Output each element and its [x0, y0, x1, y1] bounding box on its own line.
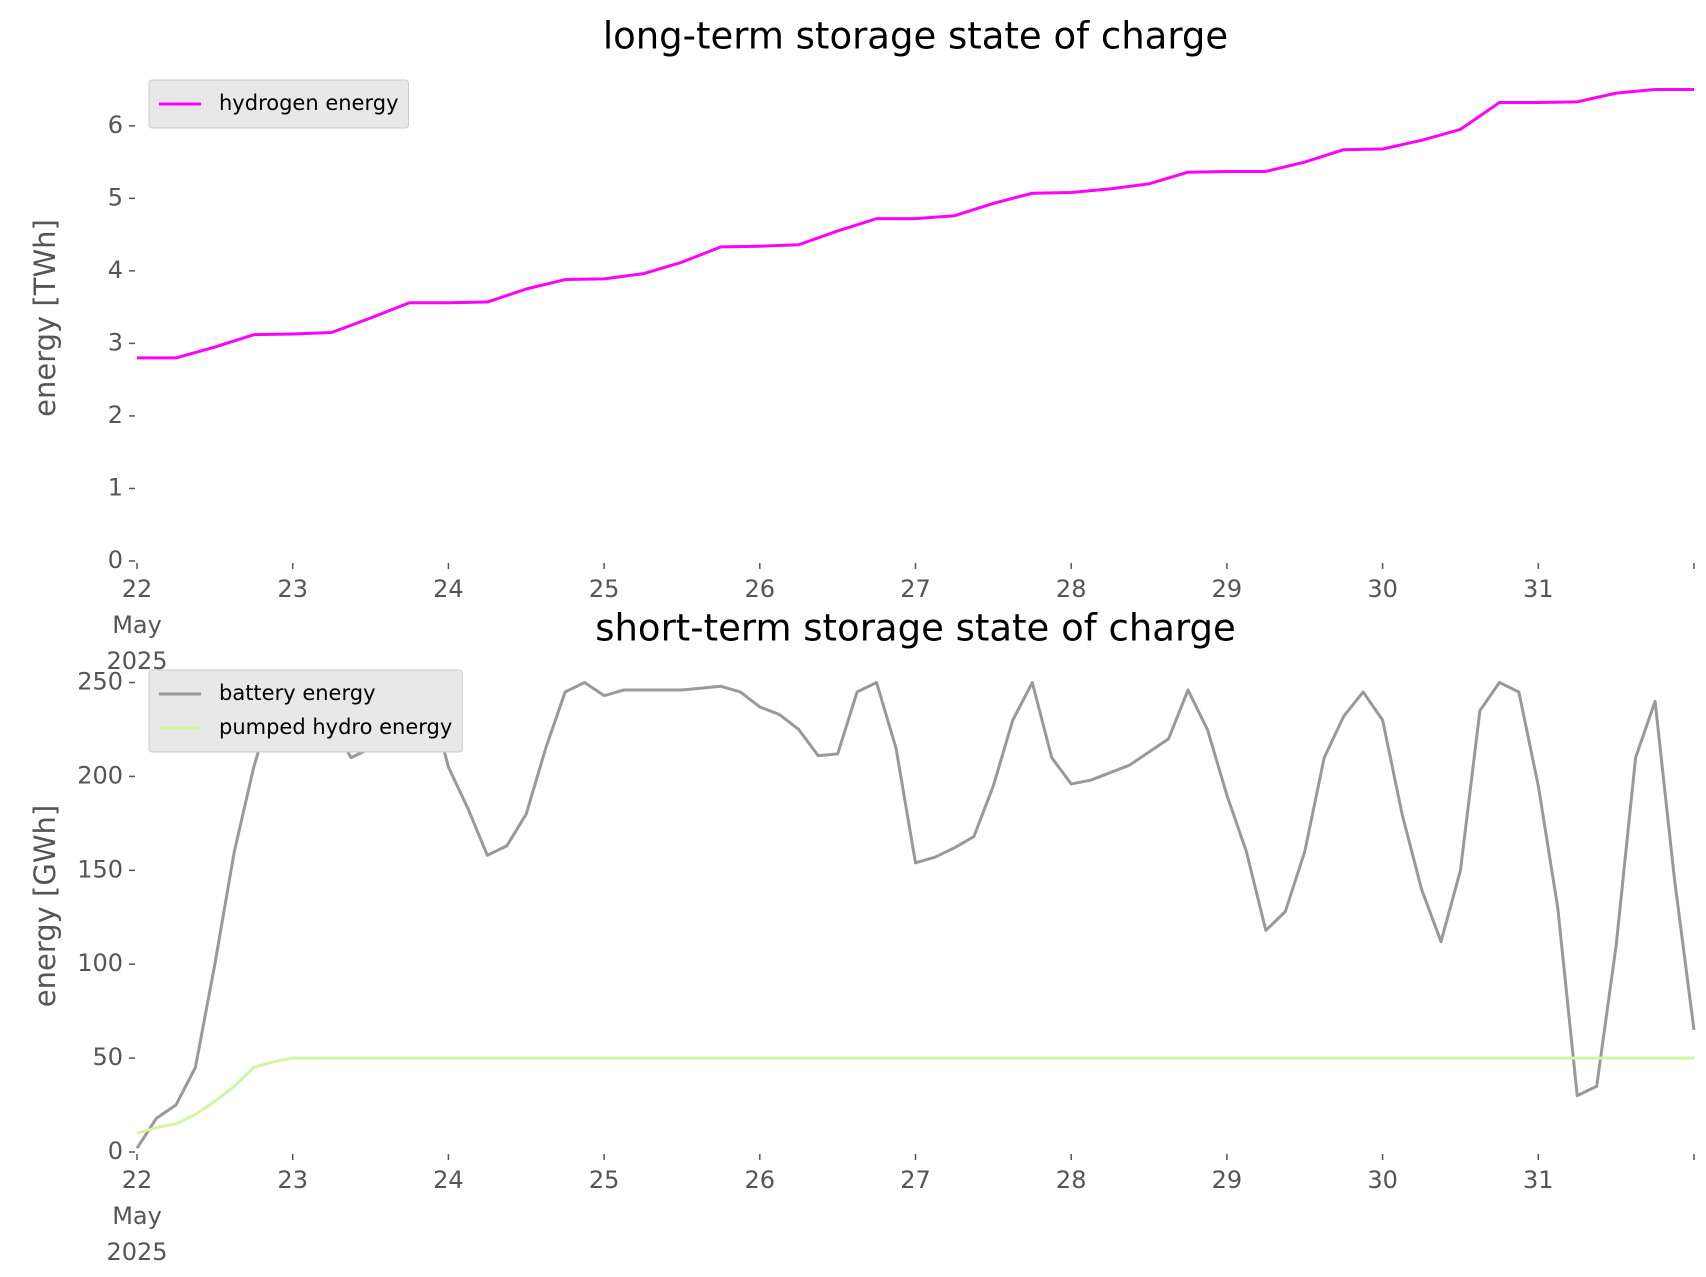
x-tick-label: 28 — [1056, 575, 1087, 603]
y-tick-label: 250 — [77, 668, 123, 696]
x-tick-label: 22 May 2025 — [106, 575, 167, 675]
x-tick-label: 27 — [900, 1166, 931, 1194]
x-tick-label: 26 — [745, 1166, 776, 1194]
x-tick-label: 27 — [900, 575, 931, 603]
chart-title: short-term storage state of charge — [595, 607, 1236, 650]
y-tick-label: 0 — [108, 1137, 123, 1165]
y-tick-label: 3 — [108, 328, 123, 356]
series-line — [137, 88, 1694, 360]
x-tick-label: 23 — [277, 1166, 308, 1194]
y-tick-label: 150 — [77, 855, 123, 883]
legend-label: hydrogen energy — [219, 91, 399, 115]
x-tick-label: 24 — [433, 575, 464, 603]
y-tick-label: 5 — [108, 183, 123, 211]
y-tick-label: 100 — [77, 949, 123, 977]
legend-label: battery energy — [219, 681, 376, 705]
x-tick-label: 28 — [1056, 1166, 1087, 1194]
legend-box — [148, 79, 409, 129]
x-tick-label: 26 — [745, 575, 776, 603]
x-tick-label: 31 — [1523, 1166, 1554, 1194]
y-tick-label: 2 — [108, 401, 123, 429]
x-tick-label: 30 — [1367, 1166, 1398, 1194]
x-tick-label: 29 — [1212, 575, 1243, 603]
x-tick-label: 23 — [277, 575, 308, 603]
y-tick-label: 6 — [108, 111, 123, 139]
y-tick-label: 50 — [92, 1043, 123, 1071]
x-tick-label: 30 — [1367, 575, 1398, 603]
legend: hydrogen energy — [148, 79, 409, 129]
x-tick-label: 25 — [589, 575, 620, 603]
x-tick-label: 24 — [433, 1166, 464, 1194]
legend-box — [148, 669, 463, 753]
y-axis-label: energy [TWh] — [28, 219, 62, 417]
y-tick-label: 200 — [77, 761, 123, 789]
legend: battery energy pumped hydro energy — [148, 669, 463, 753]
y-tick-label: 4 — [108, 256, 123, 284]
y-tick-label: 0 — [108, 546, 123, 574]
series-line — [136, 1056, 1694, 1135]
y-tick-label: 1 — [108, 473, 123, 501]
y-axis-label: energy [GWh] — [28, 805, 62, 1007]
x-tick-label: 29 — [1212, 1166, 1243, 1194]
chart-title: long-term storage state of charge — [603, 15, 1228, 58]
legend-label: pumped hydro energy — [219, 715, 452, 739]
x-tick-label: 31 — [1523, 575, 1554, 603]
x-tick-label: 25 — [589, 1166, 620, 1194]
x-tick-label: 22 May 2025 — [106, 1166, 167, 1266]
